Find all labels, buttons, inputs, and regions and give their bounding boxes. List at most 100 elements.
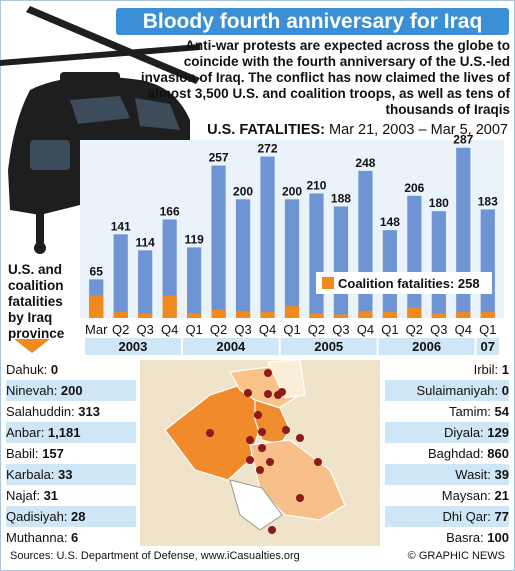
map-markers	[206, 369, 322, 534]
bar-value-label-14: 180	[429, 196, 449, 210]
bar-coalition-6	[235, 310, 251, 318]
page-title: Bloody fourth anniversary for Iraq	[116, 8, 509, 35]
map-marker-12	[296, 494, 304, 502]
fatalities-date-range: Mar 21, 2003 – Mar 5, 2007	[329, 122, 508, 138]
province-name: Maysan:	[441, 488, 495, 503]
bar-value-label-4: 119	[184, 232, 204, 246]
province-name: Muthanna:	[6, 530, 72, 545]
map-marker-17	[246, 456, 254, 464]
province-value: 28	[71, 509, 86, 524]
bar-us-8	[284, 199, 300, 318]
category-label-5: Q2	[210, 322, 227, 337]
province-name: Salahuddin:	[6, 404, 79, 419]
province-row-left-4: Babil: 157	[6, 443, 136, 464]
map-marker-4	[254, 411, 262, 419]
province-row-left-3: Anbar: 1,181	[6, 422, 136, 443]
province-name: Najaf:	[6, 488, 44, 503]
bar-us-7	[260, 156, 275, 318]
iraq-western-region	[164, 379, 263, 481]
province-name: Ninevah:	[6, 383, 61, 398]
bar-coalition-2	[138, 313, 153, 318]
province-value: 129	[487, 425, 509, 440]
province-name: Basra:	[446, 530, 488, 545]
category-label-14: Q3	[430, 322, 447, 337]
bar-us-3	[162, 219, 177, 318]
bar-value-label-6: 200	[233, 184, 253, 198]
province-value: 6	[71, 530, 79, 545]
province-value: 200	[60, 383, 83, 398]
province-name: Anbar:	[6, 425, 48, 440]
map-marker-10	[296, 434, 304, 442]
bar-coalition-1	[113, 312, 128, 318]
province-row-right-6: Maysan: 21	[385, 485, 509, 506]
province-value: 157	[42, 446, 64, 461]
category-label-0: Mar	[85, 322, 108, 337]
category-label-13: Q2	[406, 322, 423, 337]
province-name: Qadisiyah:	[6, 509, 72, 524]
province-value: 77	[494, 509, 509, 524]
iraq-central-region	[254, 399, 291, 446]
province-value: 313	[78, 404, 100, 419]
bar-value-label-7: 272	[258, 142, 278, 156]
province-name: Diyala:	[443, 425, 488, 440]
province-name: Dahuk:	[6, 362, 51, 377]
category-label-9: Q2	[308, 322, 325, 337]
bar-value-label-2: 114	[135, 235, 155, 249]
province-row-left-1: Ninevah: 200	[6, 380, 136, 401]
province-value: 1,181	[47, 425, 81, 440]
province-value: 21	[494, 488, 509, 503]
category-label-15: Q4	[455, 322, 472, 337]
province-row-left-2: Salahuddin: 313	[6, 401, 136, 422]
year-band-4	[476, 338, 499, 355]
map-marker-11	[314, 458, 322, 466]
province-value: 100	[487, 530, 509, 545]
province-name: Wasit:	[455, 467, 495, 482]
year-band-2	[280, 338, 377, 355]
year-label-0: 2003	[118, 339, 147, 354]
province-name: Karbala:	[6, 467, 59, 482]
legend-box	[316, 272, 492, 294]
map-marker-3	[206, 429, 214, 437]
map-marker-16	[258, 428, 266, 436]
bar-value-label-12: 148	[380, 215, 400, 229]
bar-us-2	[138, 250, 153, 318]
intro-text: Anti-war protests are expected across th…	[140, 38, 510, 117]
province-row-right-0: Irbil: 1	[385, 359, 509, 380]
bar-value-label-11: 248	[355, 156, 375, 170]
bar-value-label-15: 287	[453, 133, 473, 147]
year-label-1: 2004	[216, 339, 246, 354]
bar-us-1	[113, 234, 128, 318]
map-marker-14	[264, 390, 272, 398]
province-value: 54	[494, 404, 509, 419]
category-label-10: Q3	[332, 322, 349, 337]
province-row-right-8: Basra: 100	[385, 527, 509, 548]
bar-coalition-4	[187, 313, 202, 318]
fatalities-bar-chart: 65 Mar 141 Q2 114 Q3 166 Q4 119 Q1 257 Q2 200 Q3 272 Q4…	[80, 133, 504, 355]
map-marker-7	[266, 458, 274, 466]
province-row-left-5: Karbala: 33	[6, 464, 136, 485]
bar-value-label-0: 65	[90, 264, 104, 278]
category-label-11: Q4	[357, 322, 374, 337]
province-name: Irbil:	[473, 362, 502, 377]
bar-coalition-15	[456, 312, 471, 318]
province-value: 31	[43, 488, 59, 503]
province-name: Dhi Qar:	[442, 509, 495, 524]
map-marker-8	[256, 466, 264, 474]
bar-value-label-9: 210	[306, 178, 326, 192]
year-band-1	[182, 338, 279, 355]
bar-value-label-16: 183	[478, 194, 498, 208]
iraq-kurdistan-region	[267, 359, 306, 399]
bar-coalition-11	[358, 310, 373, 318]
province-row-right-2: Tamim: 54	[385, 401, 509, 422]
province-row-right-3: Diyala: 129	[385, 422, 509, 443]
category-label-7: Q4	[259, 322, 276, 337]
category-label-2: Q3	[137, 322, 154, 337]
province-name: Sulaimaniyah:	[416, 383, 502, 398]
bar-us-5	[211, 165, 226, 318]
province-name: Tamim:	[449, 404, 495, 419]
province-value: 0	[50, 362, 59, 377]
bar-value-label-13: 206	[404, 181, 424, 195]
category-label-3: Q4	[161, 322, 178, 337]
bar-us-4	[187, 247, 202, 318]
